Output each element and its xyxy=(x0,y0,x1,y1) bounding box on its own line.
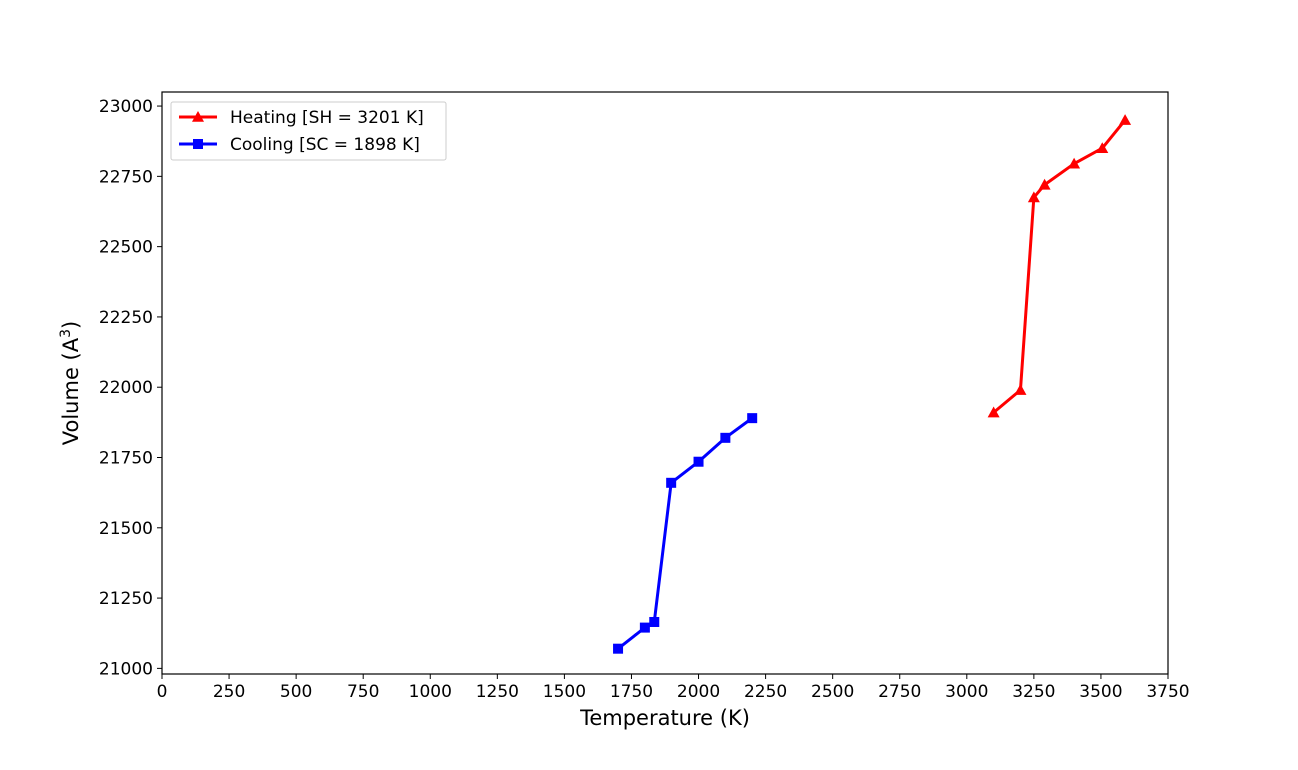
legend-marker-0 xyxy=(192,111,204,122)
series-1-point xyxy=(693,456,704,467)
x-tick-label: 500 xyxy=(280,682,312,702)
x-tick-label: 250 xyxy=(213,682,245,702)
x-tick-label: 3000 xyxy=(945,682,988,702)
series-1-point xyxy=(639,622,650,633)
y-tick-label: 21500 xyxy=(99,519,153,539)
x-tick-label: 1750 xyxy=(610,682,653,702)
legend-marker-1 xyxy=(193,139,203,149)
y-tick-label: 21750 xyxy=(99,449,153,469)
y-tick-label: 22500 xyxy=(99,238,153,258)
series-0-point xyxy=(1014,384,1027,395)
legend-box xyxy=(170,101,447,161)
series-line-1 xyxy=(617,416,754,650)
y-tick-label: 22000 xyxy=(99,378,153,398)
y-axis-ticks: 21000 21250 21500 21750 22000 22250 22500 22750… xyxy=(99,97,162,679)
x-axis-title: Temperature (K) xyxy=(579,706,750,730)
series-1-point xyxy=(613,643,624,654)
x-tick-label: 2750 xyxy=(878,682,921,702)
plot-marks xyxy=(613,114,1132,654)
series-1-point xyxy=(649,616,660,627)
y-tick-label: 22750 xyxy=(99,167,153,187)
series-0-point xyxy=(1038,178,1051,190)
y-axis-title-main: Volume (A xyxy=(59,337,83,445)
x-tick-label: 1500 xyxy=(543,682,586,702)
legend-label-1: Cooling [SC = 1898 K] xyxy=(230,135,420,155)
plot-frame xyxy=(161,91,1169,675)
x-tick-label: 750 xyxy=(347,682,379,702)
x-tick-label: 2500 xyxy=(811,682,854,702)
x-tick-label: 2000 xyxy=(677,682,720,702)
series-0-point xyxy=(987,406,1000,418)
y-axis-title: Volume (A3) xyxy=(58,321,83,445)
x-tick-label: 3750 xyxy=(1146,682,1189,702)
series-1-point xyxy=(720,432,731,443)
x-axis-ticks: 0 250 500 750 1000 1250 1500 1750 2000 2250 2500 27… xyxy=(157,674,1190,702)
legend-label-0: Heating [SH = 3201 K] xyxy=(230,108,424,128)
y-axis-title-close: ) xyxy=(59,321,83,329)
y-tick-label: 22250 xyxy=(99,308,153,328)
x-tick-label: 1000 xyxy=(409,682,452,702)
series-0-point xyxy=(1119,114,1132,125)
x-tick-label: 3250 xyxy=(1012,682,1055,702)
series-0-point xyxy=(1027,191,1040,203)
y-axis-title-superscript: 3 xyxy=(58,329,74,338)
series-1-point xyxy=(747,413,758,424)
series-line-0 xyxy=(992,119,1127,414)
legend: Heating [SH = 3201 K] Cooling [SC = 1898 … xyxy=(170,101,447,161)
series-0-point xyxy=(1068,157,1081,169)
x-tick-label: 1250 xyxy=(476,682,519,702)
x-tick-label: 0 xyxy=(157,682,168,702)
x-tick-label: 3500 xyxy=(1079,682,1122,702)
series-0-point xyxy=(1096,142,1109,154)
y-tick-label: 23000 xyxy=(99,97,153,117)
y-tick-label: 21000 xyxy=(99,659,153,679)
y-tick-label: 21250 xyxy=(99,589,153,609)
x-tick-label: 2250 xyxy=(744,682,787,702)
series-1-point xyxy=(666,477,677,488)
